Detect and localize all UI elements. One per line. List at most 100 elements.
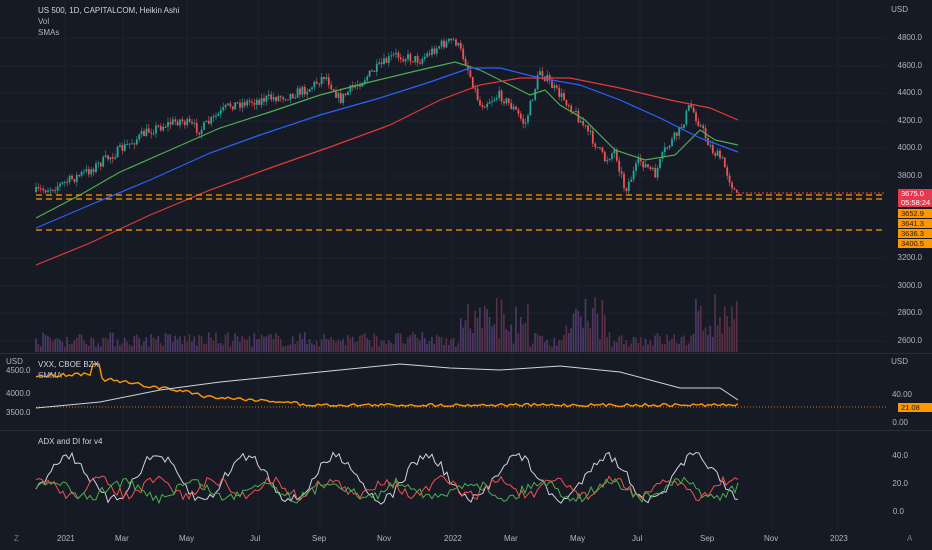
price-axis-currency: USD xyxy=(891,5,908,14)
candle-body xyxy=(656,167,659,178)
volume-bar xyxy=(481,328,484,352)
candle-body xyxy=(56,186,59,191)
time-axis-label: Nov xyxy=(377,534,392,543)
volume-bar xyxy=(131,346,133,352)
candle-body xyxy=(258,99,261,105)
volume-bar xyxy=(387,340,390,352)
candle-body xyxy=(584,125,587,127)
volume-bar xyxy=(212,340,215,352)
volume-bar xyxy=(407,337,409,352)
candle-body xyxy=(428,53,431,55)
candle-body xyxy=(267,94,270,97)
candle-body xyxy=(294,97,297,99)
auto-scale-button[interactable]: A xyxy=(907,534,913,543)
candle-body xyxy=(361,83,364,87)
smas-legend[interactable]: SMAs xyxy=(38,28,60,37)
candle-body xyxy=(318,83,321,85)
candle-body xyxy=(474,88,477,90)
symbol-title[interactable]: US 500, 1D, CAPITALCOM, Heikin Ashi xyxy=(38,6,180,15)
volume-bar xyxy=(63,346,66,352)
candle-body xyxy=(39,188,42,190)
time-axis-label: Nov xyxy=(764,534,779,543)
candle-body xyxy=(140,131,143,135)
volume-bar xyxy=(438,336,440,352)
candle-body xyxy=(203,122,205,130)
candle-body xyxy=(330,84,333,90)
candle-body xyxy=(205,120,208,123)
volume-bar xyxy=(474,310,476,352)
volume-bar xyxy=(279,339,282,352)
volume-bar xyxy=(697,311,700,352)
volume-bar xyxy=(611,346,613,352)
candle-body xyxy=(579,120,582,123)
candle-body xyxy=(224,104,227,108)
volume-bar xyxy=(107,339,109,352)
volume-bar xyxy=(522,324,524,352)
price-axis-tick: 4000.0 xyxy=(897,143,922,152)
volume-bar xyxy=(263,336,265,352)
pane-divider-2[interactable] xyxy=(0,430,932,431)
candle-body xyxy=(260,98,263,105)
candle-body xyxy=(83,171,85,173)
volume-bar xyxy=(575,308,577,352)
pane2-subtitle[interactable]: SMMA xyxy=(38,371,62,380)
volume-bar xyxy=(515,306,517,352)
candle-body xyxy=(143,131,145,137)
volume-bar xyxy=(524,322,527,352)
candle-body xyxy=(510,103,513,110)
candle-body xyxy=(659,158,661,168)
candle-body xyxy=(200,129,203,135)
volume-bar xyxy=(128,344,131,352)
candle-body xyxy=(123,144,126,151)
candle-body xyxy=(109,157,112,160)
volume-bar xyxy=(500,299,503,352)
volume-bar xyxy=(685,345,688,352)
volume-bar xyxy=(123,337,126,352)
candle-body xyxy=(241,102,244,108)
pane2-title[interactable]: VXX, CBOE BZX xyxy=(38,360,99,369)
vol-legend[interactable]: Vol xyxy=(38,17,50,26)
candle-body xyxy=(692,107,695,113)
candle-body xyxy=(440,40,443,47)
candle-body xyxy=(399,57,402,60)
volume-bar xyxy=(707,335,709,352)
candle-body xyxy=(642,161,645,168)
volume-bar xyxy=(649,340,652,352)
sma-slow-line xyxy=(35,77,739,266)
volume-bar xyxy=(145,337,148,352)
candle-body xyxy=(35,187,37,192)
candle-body xyxy=(721,157,724,159)
price-axis-tick: 2800.0 xyxy=(897,308,922,317)
candle-body xyxy=(291,93,294,98)
volume-bar xyxy=(426,344,428,352)
volume-bar xyxy=(51,341,54,352)
volume-bar xyxy=(543,341,546,352)
volume-bar xyxy=(589,328,592,352)
volume-bar xyxy=(102,337,104,352)
volume-bar xyxy=(135,334,138,352)
volume-bar xyxy=(246,339,248,352)
timezone-button[interactable]: Z xyxy=(14,534,19,543)
pane2-left-tick: 4000.0 xyxy=(6,389,31,398)
candle-body xyxy=(414,55,417,62)
volume-bar xyxy=(572,313,575,352)
volume-bar xyxy=(368,340,371,352)
candle-body xyxy=(560,93,563,97)
volume-bar xyxy=(450,339,452,352)
candle-body xyxy=(49,189,52,191)
candle-body xyxy=(301,86,304,95)
pane3-title[interactable]: ADX and DI for v4 xyxy=(38,437,103,446)
candle-body xyxy=(644,164,647,168)
pane-divider-1[interactable] xyxy=(0,353,932,354)
candle-body xyxy=(431,48,433,55)
volume-bar xyxy=(510,324,512,352)
time-axis-label: 2022 xyxy=(444,534,462,543)
candle-body xyxy=(152,133,155,135)
volume-bar xyxy=(150,334,152,352)
candle-body xyxy=(697,121,700,127)
candle-body xyxy=(114,157,117,159)
candle-body xyxy=(383,58,385,65)
volume-bar xyxy=(409,335,412,352)
volume-bar xyxy=(351,336,354,352)
